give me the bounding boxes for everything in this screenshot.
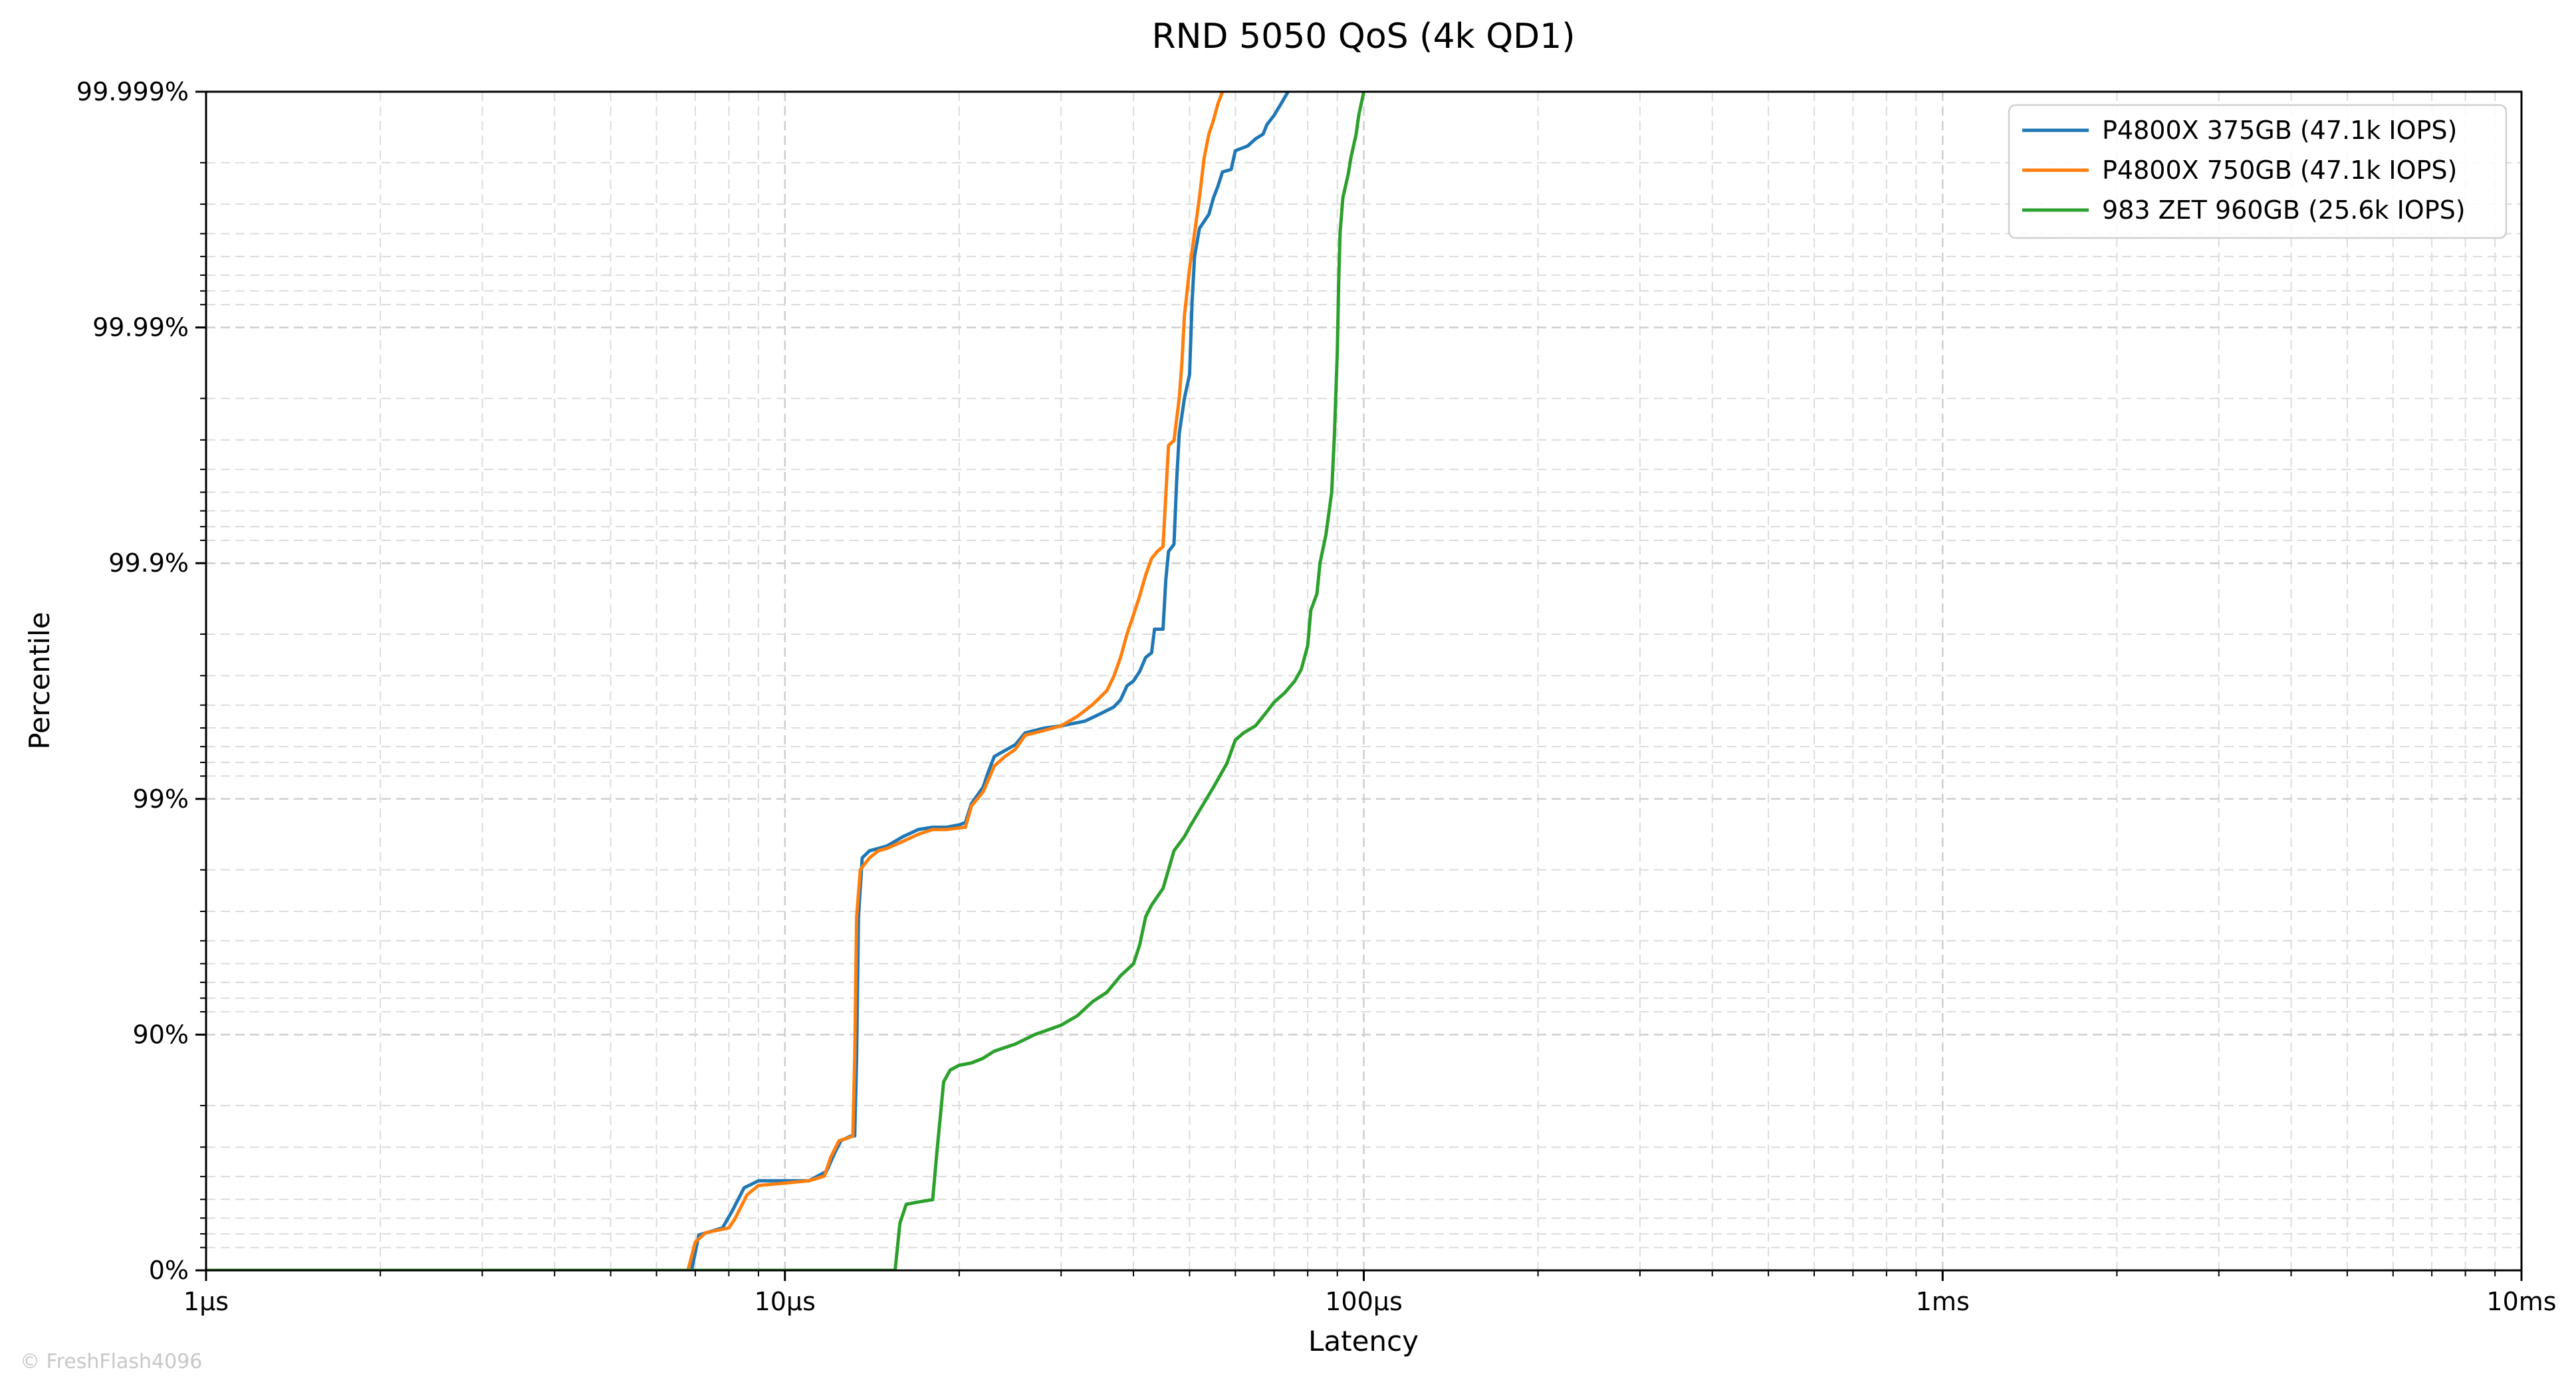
series-line-2 [206,92,1225,1270]
y-tick-label: 0% [149,1256,189,1285]
x-tick-label: 10µs [755,1287,816,1316]
x-axis-label: Latency [1308,1325,1419,1357]
y-tick-label: 99.9% [108,548,189,578]
x-tick-label: 1ms [1916,1287,1970,1316]
legend-label-3: 983 ZET 960GB (25.6k IOPS) [2102,195,2466,225]
series-line-3 [206,92,1365,1270]
legend-box [2008,104,2508,239]
axis-ticks: 1µs 10µs 100µs 1ms 10ms 0% 90% 99% 99.9% 99.99% 99… [76,77,2557,1316]
chart-title: RND 5050 QoS (4k QD1) [1151,17,1575,57]
series-lines [206,92,1365,1270]
y-tick-label: 99.999% [76,77,189,106]
legend-label-1: P4800X 375GB (47.1k IOPS) [2102,116,2457,145]
legend-label-2: P4800X 750GB (47.1k IOPS) [2102,156,2457,185]
y-axis-label: Percentile [23,612,56,749]
y-tick-label: 99% [133,784,189,814]
x-tick-label: 1µs [183,1287,229,1316]
grid [206,91,2521,1270]
x-tick-label: 10ms [2486,1287,2556,1316]
y-tick-label: 99.99% [92,313,189,342]
y-tick-label: 90% [133,1020,189,1049]
legend: P4800X 375GB (47.1k IOPS) P4800X 750GB (4… [2008,104,2508,239]
watermark: © FreshFlash4096 [20,1350,202,1373]
x-tick-label: 100µs [1325,1287,1403,1316]
